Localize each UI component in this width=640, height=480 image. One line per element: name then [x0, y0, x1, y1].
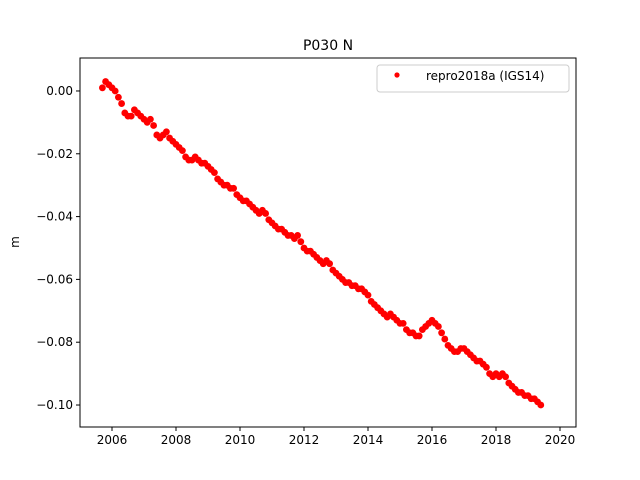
- data-point: [163, 128, 170, 136]
- x-axis: 2006 2008 2010 2012 2014 2016 2018 2020: [97, 427, 576, 447]
- plot-frame: [79, 57, 577, 428]
- y-tick-label: −0.06: [36, 272, 73, 286]
- points-layer: [99, 78, 545, 409]
- data-point: [294, 232, 301, 239]
- data-point: [230, 184, 238, 192]
- data-point: [483, 363, 490, 371]
- data-point: [441, 335, 449, 343]
- data-point: [111, 87, 119, 95]
- x-tick-label: 2020: [545, 433, 576, 447]
- data-point: [127, 112, 135, 120]
- y-tick-label: −0.10: [36, 398, 73, 412]
- x-tick-label: 2018: [481, 433, 512, 447]
- x-tick-label: 2016: [417, 433, 448, 447]
- data-point: [179, 147, 186, 155]
- data-point: [118, 100, 125, 107]
- x-tick-label: 2008: [161, 433, 192, 447]
- data-point: [435, 323, 442, 330]
- data-point: [297, 238, 305, 246]
- data-point: [326, 260, 333, 268]
- data-point: [150, 122, 158, 129]
- x-tick-label: 2006: [97, 433, 128, 447]
- legend-label: repro2018a (IGS14): [426, 69, 544, 83]
- data-point: [502, 373, 509, 381]
- y-tick-label: −0.08: [36, 335, 73, 349]
- data-point: [115, 93, 122, 101]
- legend-marker: [394, 72, 400, 78]
- legend-frame: [376, 64, 570, 93]
- y-axis: 0.00 −0.02 −0.04 −0.06 −0.08 −0.10: [36, 84, 80, 412]
- data-point: [399, 319, 407, 327]
- data-point: [438, 329, 445, 337]
- x-tick-label: 2010: [225, 433, 256, 447]
- y-axis-label: m: [8, 236, 22, 248]
- legend: repro2018a (IGS14): [376, 64, 570, 93]
- data-point: [262, 210, 269, 217]
- y-tick-label: 0.00: [46, 84, 73, 98]
- chart-title: P030 N: [303, 38, 353, 54]
- data-point: [211, 169, 218, 177]
- data-point: [415, 332, 423, 340]
- x-tick-label: 2014: [353, 433, 384, 447]
- data-point: [99, 84, 106, 92]
- data-point: [147, 115, 154, 123]
- plot-area: [79, 57, 577, 428]
- data-point: [364, 291, 372, 299]
- x-tick-label: 2012: [289, 433, 320, 447]
- y-tick-label: −0.02: [36, 147, 73, 161]
- data-point: [537, 401, 545, 409]
- y-tick-label: −0.04: [36, 210, 73, 224]
